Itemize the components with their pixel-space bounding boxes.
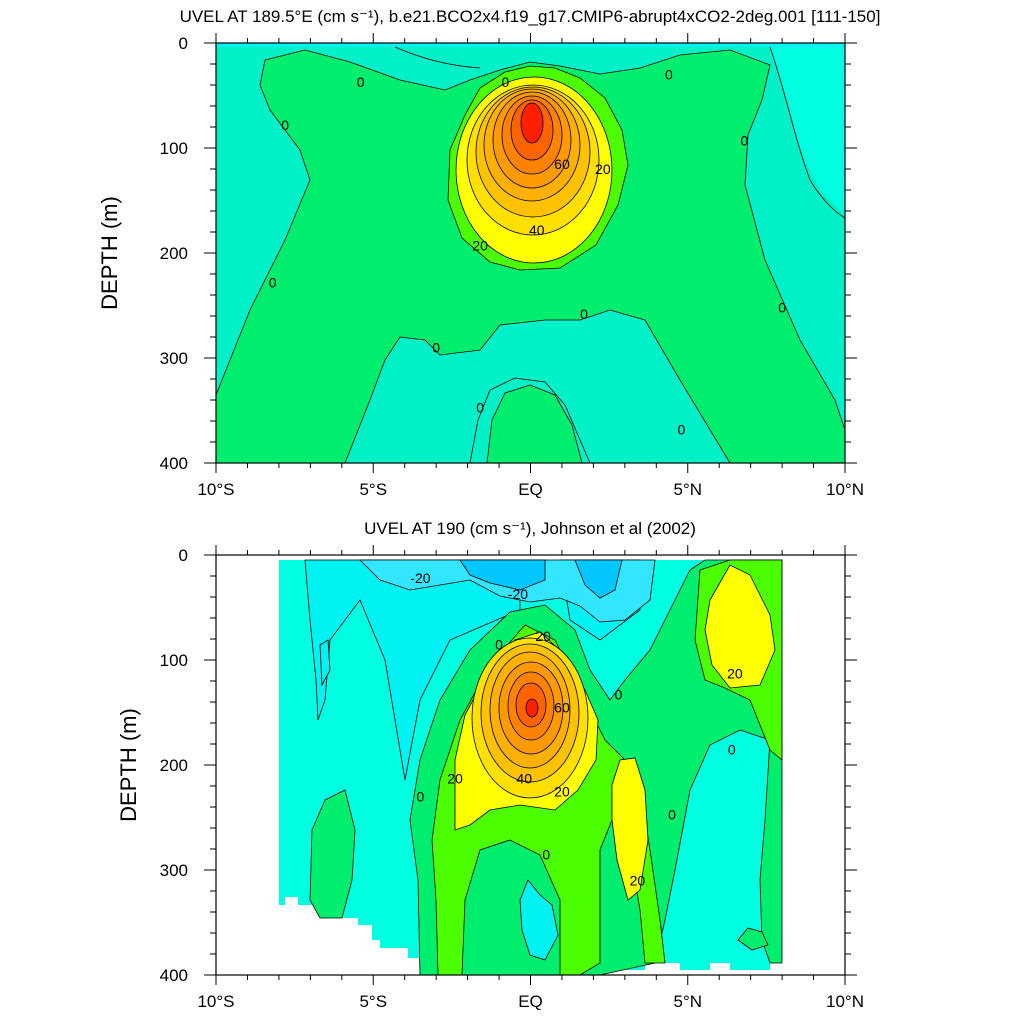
x-tick-label: 10°S (197, 480, 234, 499)
top-thin-contour-surface (394, 46, 481, 69)
panel-top-title: UVEL AT 189.5°E (cm s⁻¹), b.e21.BCO2x4.f… (180, 7, 881, 26)
panel-top-fills (216, 43, 845, 463)
bot-cyan-west-fill (304, 559, 521, 781)
contour-label: 20 (472, 238, 488, 254)
panel-bottom-ylabel: DEPTH (m) (116, 708, 141, 822)
bot-cyan-deep-fill (519, 879, 559, 961)
y-tick-label: 400 (160, 454, 188, 473)
contour-label: 0 (417, 789, 425, 805)
bot-c40-south-fill (611, 757, 649, 901)
x-tick-label: EQ (518, 992, 543, 1011)
contour-label: 0 (432, 340, 440, 356)
top-green-bottom-lobe-fill (486, 384, 583, 463)
bot-green-east-blob-fill (737, 927, 769, 951)
contour-label: 0 (728, 741, 736, 757)
contour-label: 40 (516, 771, 532, 787)
contour-label: 0 (740, 133, 748, 149)
bot-neg40-left-fill (459, 559, 546, 591)
x-tick-label: 10°N (826, 992, 864, 1011)
contour-label: 20 (595, 161, 611, 177)
y-tick-label: 100 (160, 139, 188, 158)
contour-label: 0 (580, 306, 588, 322)
contour-label: 0 (665, 67, 673, 83)
x-tick-label: 5°N (673, 480, 702, 499)
top-east-surface-fill (770, 47, 845, 215)
contour-label: 0 (668, 806, 676, 822)
contour-label: 0 (678, 421, 686, 437)
bot-c40-east-fill (704, 564, 776, 689)
contour-label: 20 (554, 783, 570, 799)
contour-label: 20 (727, 666, 743, 682)
panel-bottom: UVEL AT 190 (cm s⁻¹), Johnson et al (200… (116, 519, 864, 1011)
contour-label: -20 (410, 570, 430, 586)
x-tick-label: 5°S (359, 480, 387, 499)
x-tick-label: 10°N (826, 480, 864, 499)
y-tick-label: 100 (160, 651, 188, 670)
y-tick-label: 200 (160, 756, 188, 775)
bot-green-west-blob-fill (309, 789, 356, 919)
panel-top-contour-labels: 0 0 0 0 0 0 0 0 0 0 0 20 20 40 60 (269, 67, 786, 438)
top-core-fill (520, 102, 544, 144)
x-tick-label: 10°S (197, 992, 234, 1011)
contour-label: 0 (269, 274, 277, 290)
contour-label: 0 (476, 399, 484, 415)
bot-neg40-right-fill (574, 559, 623, 599)
bot-core-fill (525, 698, 539, 718)
y-tick-label: 0 (179, 34, 188, 53)
contour-label: 0 (495, 636, 503, 652)
contour-label: 0 (615, 687, 623, 703)
contour-label: 0 (357, 74, 365, 90)
panel-bottom-fills (216, 555, 845, 975)
y-tick-label: 300 (160, 349, 188, 368)
contour-label: 20 (630, 873, 646, 889)
top-thin-contour-east (769, 46, 845, 219)
y-tick-label: 0 (179, 546, 188, 565)
y-tick-label: 400 (160, 966, 188, 985)
bot-cyan-west-small-fill (319, 639, 331, 687)
contour-label: -20 (508, 586, 528, 602)
panel-bottom-title: UVEL AT 190 (cm s⁻¹), Johnson et al (200… (364, 519, 696, 538)
y-tick-label: 200 (160, 244, 188, 263)
x-tick-label: 5°N (673, 992, 702, 1011)
panel-bottom-contour-labels: -20 -20 20 0 0 0 0 0 0 20 20 20 20 40 60 (410, 570, 743, 889)
contour-label: 60 (554, 699, 570, 715)
contour-label: 40 (529, 222, 545, 238)
contour-label: 0 (778, 300, 786, 316)
contour-label: 60 (554, 156, 570, 172)
contour-label: 20 (535, 628, 551, 644)
contour-label: 0 (542, 846, 550, 862)
x-tick-label: 5°S (359, 992, 387, 1011)
panel-top-ylabel: DEPTH (m) (97, 196, 122, 310)
contour-label: 0 (281, 117, 289, 133)
panel-top: UVEL AT 189.5°E (cm s⁻¹), b.e21.BCO2x4.f… (97, 7, 880, 499)
x-tick-label: EQ (518, 480, 543, 499)
contour-label: 20 (447, 771, 463, 787)
contour-label: 0 (501, 74, 509, 90)
top-surface-strip (216, 43, 845, 47)
y-tick-label: 300 (160, 861, 188, 880)
